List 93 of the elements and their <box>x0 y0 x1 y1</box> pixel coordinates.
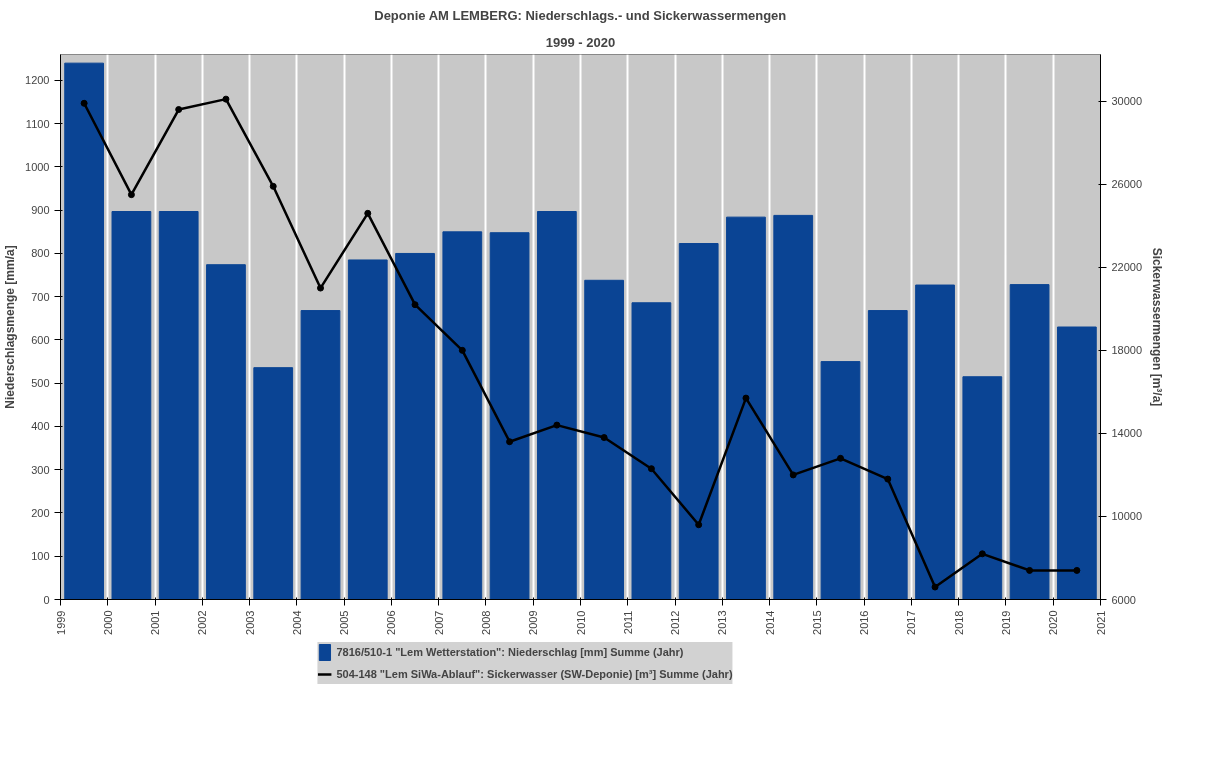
y-tick-label: 400 <box>31 420 50 433</box>
x-tick-label: 2006 <box>385 610 398 635</box>
bar <box>300 310 341 600</box>
point <box>978 550 986 558</box>
x-tick-label: 2017 <box>905 610 918 635</box>
y-tick-label: 1200 <box>25 74 50 87</box>
bar <box>64 62 105 600</box>
x-tick-label: 2001 <box>149 610 162 635</box>
x-tick-label: 2019 <box>999 610 1012 635</box>
x-tick-label: 2014 <box>763 610 776 635</box>
bar <box>1009 284 1050 600</box>
point <box>647 465 655 473</box>
x-tick-label: 2015 <box>810 610 823 635</box>
y-tick-label: 0 <box>43 593 50 606</box>
point <box>553 421 561 429</box>
y-tick-label: 700 <box>31 290 50 303</box>
x-tick-label: 2003 <box>243 610 256 635</box>
x-tick-label: 2016 <box>858 610 871 635</box>
point <box>222 95 230 103</box>
x-tick-label: 2010 <box>574 610 587 635</box>
x-tick-label: 2011 <box>621 610 634 635</box>
legend-label: 7816/510-1 "Lem Wetterstation": Niederschlag [mm] Summe (Jahr) <box>336 646 684 658</box>
y-tick-label: 800 <box>31 247 50 260</box>
bar <box>489 232 530 600</box>
point <box>411 301 419 309</box>
y-tick-label: 100 <box>31 550 50 563</box>
x-tick-label: 2013 <box>716 610 729 635</box>
point <box>600 434 608 442</box>
bar <box>867 310 908 600</box>
bar <box>111 211 152 600</box>
y2-tick-label: 18000 <box>1111 344 1143 357</box>
y-tick-label: 200 <box>31 506 50 519</box>
bar <box>158 211 199 600</box>
x-tick-label: 2002 <box>196 610 209 635</box>
point <box>837 454 844 462</box>
point <box>80 99 88 107</box>
point <box>317 284 324 292</box>
y-tick-label: 1100 <box>25 117 50 130</box>
bar <box>962 376 1003 600</box>
point <box>364 209 372 217</box>
y2-tick-label: 22000 <box>1111 261 1143 274</box>
bar <box>631 302 672 600</box>
point <box>1073 566 1081 574</box>
bar <box>536 211 577 600</box>
y2-tick-label: 6000 <box>1111 593 1136 606</box>
bar <box>820 361 861 600</box>
point <box>931 583 939 591</box>
bar <box>915 284 955 600</box>
y-tick-label: 300 <box>31 463 50 476</box>
y-tick-label: 600 <box>31 333 50 346</box>
chart-title: Deponie AM LEMBERG: Niederschlags.- und Sickerwassermengen <box>374 7 787 23</box>
y-axis-title: Niederschlagsmenge [mm/a] <box>3 245 18 409</box>
y2-tick-label: 14000 <box>1111 427 1143 440</box>
point <box>506 438 514 446</box>
x-tick-label: 2008 <box>479 610 492 635</box>
point <box>1026 566 1034 574</box>
bar <box>395 252 435 600</box>
x-tick-label: 2004 <box>290 610 303 635</box>
bar <box>678 243 719 600</box>
bar <box>347 259 388 600</box>
x-tick-label: 2000 <box>101 610 114 635</box>
x-tick-label: 1999 <box>54 610 67 635</box>
point <box>695 521 703 529</box>
y-tick-label: 500 <box>31 377 50 390</box>
x-tick-label: 2009 <box>527 610 540 635</box>
chart-subtitle: 1999 - 2020 <box>545 34 616 50</box>
y2-axis-title: Sickerwassermengen [m³/a] <box>1150 247 1165 407</box>
y-tick-label: 900 <box>31 204 50 217</box>
point <box>458 346 466 354</box>
x-tick-label: 2012 <box>669 610 682 635</box>
point <box>789 471 797 479</box>
x-tick-label: 2005 <box>338 610 351 635</box>
bar <box>1056 326 1097 600</box>
legend-label: 504-148 "Lem SiWa-Ablauf": Sickerwasser (SW-Deponie) [m³] Summe (Jahr) <box>336 668 733 680</box>
x-tick-label: 2018 <box>952 610 965 635</box>
x-tick-label: 2007 <box>432 610 445 635</box>
bar <box>442 231 483 600</box>
point <box>742 394 750 402</box>
y-tick-label: 1000 <box>25 160 50 173</box>
bar <box>206 264 246 600</box>
y2-tick-label: 10000 <box>1111 510 1143 523</box>
x-tick-label: 2021 <box>1094 610 1107 635</box>
point <box>269 182 277 190</box>
bar <box>253 367 294 600</box>
y2-tick-label: 30000 <box>1111 95 1143 108</box>
bar <box>584 279 625 600</box>
x-tick-label: 2020 <box>1047 610 1060 635</box>
y2-tick-label: 26000 <box>1111 178 1143 191</box>
point <box>127 191 135 199</box>
point <box>884 475 892 483</box>
bar <box>773 214 814 600</box>
point <box>175 106 183 114</box>
bar <box>726 216 766 600</box>
